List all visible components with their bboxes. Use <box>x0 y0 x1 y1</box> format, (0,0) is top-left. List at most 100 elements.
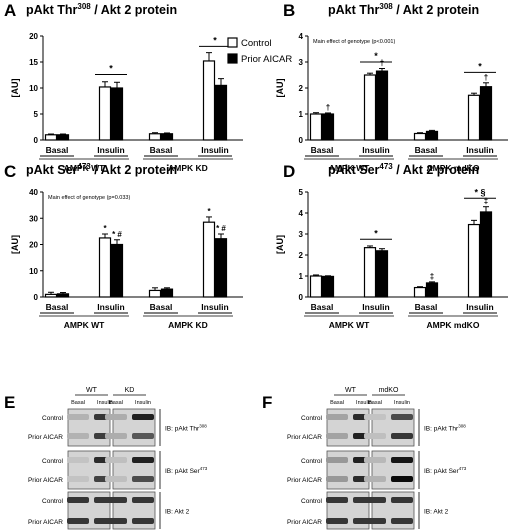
blot-row-label: Prior AICAR <box>287 519 322 526</box>
legend-label-prior: Prior AICAR <box>241 54 292 65</box>
ib-text: IB: pAkt Ser <box>424 468 460 475</box>
significance-mark: * <box>103 224 107 233</box>
blot-band <box>105 457 127 463</box>
bar <box>413 132 427 141</box>
chart-title: pAkt Thr308 / Akt 2 protein <box>328 2 479 17</box>
significance-mark: * # <box>112 230 122 239</box>
panel-letter: F <box>262 393 272 412</box>
category-label: Insulin <box>362 302 389 312</box>
ib-label: IB: Akt 2 <box>165 509 190 516</box>
blot-band <box>364 518 386 524</box>
group-label: AMPK WT <box>329 163 370 173</box>
bar <box>98 86 112 141</box>
bar <box>479 211 493 298</box>
blot-band <box>364 433 386 439</box>
blot-row-label: Control <box>301 498 323 505</box>
y-tick-label: 40 <box>29 188 38 197</box>
category-label: Basal <box>311 302 334 312</box>
blot-band <box>67 497 89 503</box>
y-tick-label: 2 <box>299 251 304 260</box>
y-tick-label: 5 <box>34 110 39 119</box>
blot-band <box>364 457 386 463</box>
y-tick-label: 10 <box>29 267 38 276</box>
lane-label: Basal <box>71 400 85 406</box>
blot-band <box>132 518 154 524</box>
blot-band <box>391 497 413 503</box>
blot-band <box>105 414 127 420</box>
significance-star: * <box>374 228 378 238</box>
panel-letter: A <box>4 1 16 20</box>
group-label: AMPK WT <box>64 320 105 330</box>
y-axis-label: [AU] <box>275 235 285 254</box>
blot-band <box>391 476 413 482</box>
blot-band <box>67 414 89 420</box>
blot-band <box>132 433 154 439</box>
blot-row-label: Control <box>42 415 64 422</box>
category-label: Basal <box>415 145 438 155</box>
bar <box>363 247 377 298</box>
blot-band <box>391 414 413 420</box>
y-tick-label: 20 <box>29 32 38 41</box>
y-tick-label: 0 <box>299 136 304 145</box>
significance-mark: * # <box>216 224 226 233</box>
title-superscript: 473 <box>77 162 91 171</box>
bar <box>413 286 427 298</box>
y-axis-label: [AU] <box>10 79 20 98</box>
significance-mark: † <box>380 59 384 68</box>
blot-row-label: Control <box>42 458 64 465</box>
lane-label: Basal <box>109 400 123 406</box>
bar <box>321 113 335 141</box>
bar <box>467 94 481 141</box>
blot-box <box>67 450 111 490</box>
bar <box>202 221 216 298</box>
group-label: AMPK KD <box>168 320 208 330</box>
title-rest: / Akt 2 protein <box>393 163 479 177</box>
title-rest: / Akt 2 protein <box>91 3 177 17</box>
blot-band <box>105 433 127 439</box>
title-main: pAkt Thr <box>26 3 78 17</box>
bar <box>467 223 481 298</box>
ib-text: IB: pAkt Thr <box>165 426 200 433</box>
blot-row-label: Control <box>301 415 323 422</box>
bar <box>321 275 335 298</box>
blot-band <box>364 414 386 420</box>
blot-row-label: Prior AICAR <box>28 519 63 526</box>
y-tick-label: 0 <box>299 293 304 302</box>
title-rest: / Akt 2 protein <box>91 163 177 177</box>
significance-star: * § <box>474 187 485 197</box>
lane-label: Insulin <box>135 400 151 406</box>
panel-letter: C <box>4 162 16 181</box>
blot-band <box>326 433 348 439</box>
ib-sup: 473 <box>459 466 467 471</box>
category-label: Insulin <box>97 145 124 155</box>
category-label: Basal <box>150 302 173 312</box>
legend-label-control: Control <box>241 38 272 49</box>
bar <box>425 130 439 141</box>
bar <box>214 84 228 141</box>
lane-label: Basal <box>330 400 344 406</box>
y-tick-label: 0 <box>34 293 39 302</box>
bar <box>479 86 493 141</box>
y-tick-label: 1 <box>299 110 304 119</box>
significance-mark: † <box>484 73 488 82</box>
bar <box>309 113 323 141</box>
group-label: AMPK mdKO <box>427 320 480 330</box>
blot-band <box>132 476 154 482</box>
bar <box>44 293 58 298</box>
panel-letter: D <box>283 162 295 181</box>
y-tick-label: 4 <box>299 209 304 218</box>
title-superscript: 308 <box>379 2 393 11</box>
bar <box>375 250 389 298</box>
blot-band <box>391 433 413 439</box>
group-label: AMPK WT <box>329 320 370 330</box>
bar <box>148 133 162 141</box>
category-label: Insulin <box>97 302 124 312</box>
ib-sup: 308 <box>458 424 466 429</box>
chart-title: pAkt Thr308 / Akt 2 protein <box>26 2 177 17</box>
blot-band <box>67 457 89 463</box>
